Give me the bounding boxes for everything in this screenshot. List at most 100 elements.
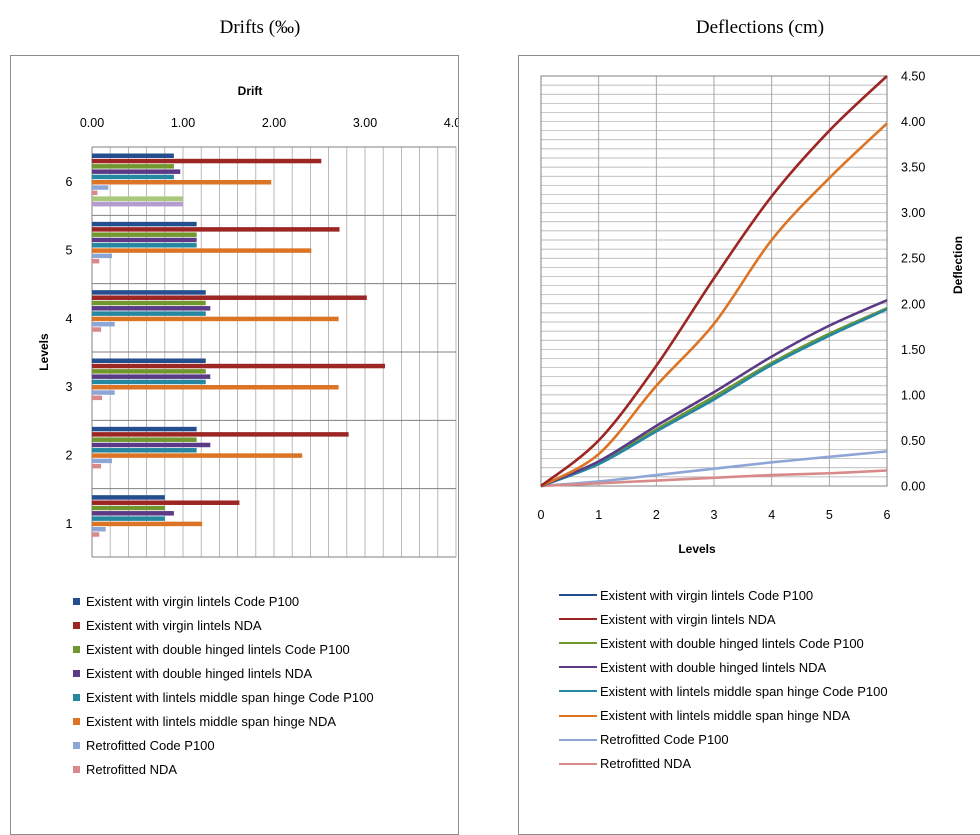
series-line-double-nda (540, 298, 888, 488)
bar-double-p100 (92, 164, 174, 169)
bar-virgin-p100 (92, 358, 206, 363)
legend-label: Existent with lintels middle span hinge … (600, 708, 851, 724)
legend-label: Existent with lintels middle span hinge … (600, 683, 888, 699)
deflection-line-chart: 0 1 2 3 4 5 6 0.00 0.50 1.00 1.50 2.00 2.50 3.00 3.50 4… (538, 70, 965, 557)
x-tick-label: 4.00 (444, 116, 458, 130)
legend-swatch (73, 645, 80, 653)
legend-entry: Existent with double hinged lintels Code… (73, 637, 374, 661)
bar-virgin-nda (92, 295, 367, 300)
bar-midspan-p100 (92, 448, 197, 453)
bar-extra (92, 196, 183, 202)
legend-entry: Existent with double hinged lintels Code… (559, 631, 888, 655)
series-line-retro-nda (540, 469, 888, 488)
legend-swatch (559, 618, 597, 621)
y-tick-label: 3 (66, 380, 73, 394)
bar-double-nda (92, 511, 174, 516)
bar-midspan-p100 (92, 174, 174, 180)
legend-label: Existent with virgin lintels NDA (86, 617, 262, 633)
legend-entry: Existent with lintels middle span hinge … (559, 679, 888, 703)
legend-swatch (73, 718, 80, 726)
x-tick-label: 2.00 (262, 116, 286, 130)
x-tick-label: 0 (538, 508, 545, 522)
bar-midspan-p100 (92, 311, 206, 316)
series-line-retro-p100 (540, 450, 888, 488)
legend-label: Existent with double hinged lintels NDA (86, 665, 313, 681)
bar-retro-nda (92, 327, 102, 332)
bar-midspan-nda (92, 521, 203, 527)
legend-entry: Existent with virgin lintels Code P100 (559, 583, 888, 607)
y-axis-title: Deflection (951, 236, 965, 294)
y-tick-label: 0.50 (901, 434, 925, 448)
legend-entry: Existent with virgin lintels Code P100 (73, 589, 374, 613)
legend-entry: Existent with virgin lintels NDA (73, 613, 374, 637)
legend-label: Existent with virgin lintels Code P100 (600, 587, 814, 603)
bar-retro-p100 (92, 321, 115, 327)
legend-entry: Retrofitted Code P100 (559, 728, 888, 752)
legend-swatch (559, 762, 597, 765)
series-line-virgin-nda (540, 75, 888, 488)
legend-swatch (73, 621, 80, 629)
x-tick-label: 3.00 (353, 116, 377, 130)
legend-label: Retrofitted Code P100 (600, 732, 729, 748)
bar-midspan-nda (92, 180, 272, 185)
y-tick-label: 1.50 (901, 343, 925, 357)
bar-retro-nda (92, 532, 100, 537)
legend-label: Retrofitted Code P100 (86, 738, 215, 754)
x-tick-label: 3 (711, 508, 718, 522)
bar-double-p100 (92, 232, 197, 237)
deflection-chart-frame: 0 1 2 3 4 5 6 0.00 0.50 1.00 1.50 2.00 2.50 3.00 3.50 4… (518, 55, 980, 835)
legend-label: Existent with lintels middle span hinge … (86, 689, 374, 705)
legend-swatch (73, 597, 80, 605)
legend-swatch (559, 690, 597, 693)
legend-swatch (559, 738, 597, 741)
deflection-legend: Existent with virgin lintels Code P100 Ex… (559, 583, 888, 776)
bar-retro-nda (92, 463, 102, 469)
legend-swatch (73, 693, 80, 701)
legend-label: Existent with virgin lintels Code P100 (86, 593, 300, 609)
y-tick-label: 0.00 (901, 480, 925, 494)
bar-virgin-p100 (92, 221, 197, 227)
bar-virgin-p100 (92, 426, 197, 432)
y-tick-label: 2.50 (901, 252, 925, 266)
legend-swatch (559, 714, 597, 717)
legend-entry: Existent with virgin lintels NDA (559, 607, 888, 631)
bar-virgin-nda (92, 158, 322, 164)
legend-entry: Retrofitted NDA (559, 752, 888, 776)
y-tick-label: 1 (66, 517, 73, 531)
bar-retro-p100 (92, 526, 106, 532)
legend-label: Existent with double hinged lintels NDA (600, 659, 827, 675)
legend-swatch (73, 766, 80, 774)
x-tick-label: 2 (653, 508, 660, 522)
x-tick-label: 0.00 (80, 116, 104, 130)
y-axis-title: Levels (37, 333, 51, 371)
bar-virgin-p100 (92, 290, 206, 295)
bar-extra (92, 201, 183, 207)
x-tick-label: 6 (884, 508, 891, 522)
bar-virgin-p100 (92, 153, 174, 158)
bar-double-nda (92, 306, 211, 311)
y-tick-label: 5 (66, 244, 73, 258)
y-tick-label: 3.50 (901, 161, 925, 175)
legend-entry: Existent with lintels middle span hinge … (73, 709, 374, 733)
legend-entry: Retrofitted Code P100 (73, 734, 374, 758)
plot-area-border (540, 75, 888, 487)
bar-retro-p100 (92, 458, 113, 464)
bar-double-p100 (92, 437, 197, 442)
legend-entry: Retrofitted NDA (73, 758, 374, 782)
drift-chart-frame: Drift 0.00 1.00 2.00 3.00 4.00 1 2 3 4 5 6 Levels Ex… (10, 55, 459, 835)
bar-double-p100 (92, 505, 165, 511)
legend-entry: Existent with double hinged lintels NDA (559, 655, 888, 679)
y-tick-label: 4.00 (901, 115, 925, 129)
legend-label: Retrofitted NDA (600, 756, 692, 772)
bar-retro-p100 (92, 390, 115, 395)
drift-bar-chart: Drift 0.00 1.00 2.00 3.00 4.00 1 2 3 4 5 6 Levels (37, 84, 458, 558)
x-tick-label: 4 (768, 508, 775, 522)
deflections-panel-title: Deflections (cm) (695, 17, 825, 38)
legend-swatch (559, 594, 597, 597)
bar-midspan-nda (92, 248, 312, 253)
y-tick-label: 1.00 (901, 388, 925, 402)
bar-double-p100 (92, 369, 206, 374)
y-tick-label: 2 (66, 449, 73, 463)
bar-midspan-nda (92, 453, 303, 458)
y-tick-label: 3.00 (901, 206, 925, 220)
